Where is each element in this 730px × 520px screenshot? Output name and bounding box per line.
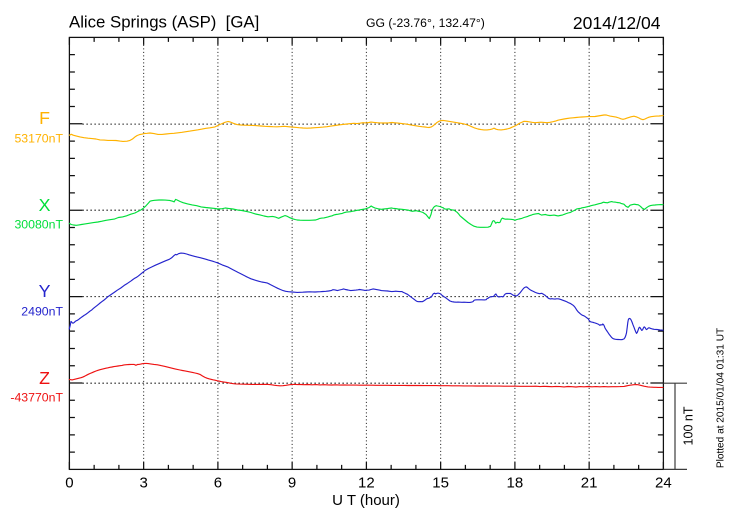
svg-text:Plotted at 2015/01/04 01:31 UT: Plotted at 2015/01/04 01:31 UT [716,328,727,468]
svg-text:X: X [39,195,51,215]
svg-text:U T (hour): U T (hour) [332,492,400,509]
svg-text:GG (-23.76°, 132.47°): GG (-23.76°, 132.47°) [366,16,485,30]
svg-text:18: 18 [507,475,524,492]
svg-text:0: 0 [65,475,73,492]
svg-text:Z: Z [39,368,50,388]
svg-text:-43770nT: -43770nT [10,391,63,405]
svg-text:30080nT: 30080nT [14,217,63,231]
svg-text:53170nT: 53170nT [14,131,63,145]
svg-text:3: 3 [140,475,148,492]
svg-text:15: 15 [432,475,449,492]
svg-text:F: F [39,108,50,128]
svg-text:Y: Y [39,281,51,301]
svg-text:9: 9 [288,475,296,492]
svg-text:2014/12/04: 2014/12/04 [573,13,661,33]
svg-text:2490nT: 2490nT [21,304,63,318]
svg-text:100 nT: 100 nT [682,406,696,445]
svg-text:6: 6 [214,475,222,492]
svg-text:12: 12 [358,475,375,492]
svg-text:24: 24 [655,475,672,492]
svg-text:21: 21 [581,475,598,492]
svg-text:Alice Springs (ASP) [GA]: Alice Springs (ASP) [GA] [69,13,259,32]
